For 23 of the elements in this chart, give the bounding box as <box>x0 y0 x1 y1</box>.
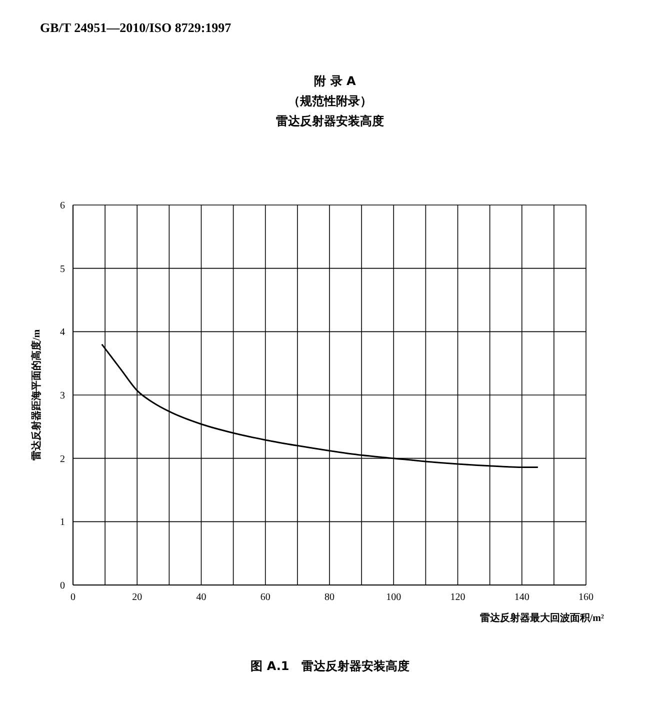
x-tick-label: 100 <box>386 592 402 604</box>
x-tick-label: 120 <box>450 592 466 604</box>
x-tick-label: 80 <box>324 592 334 604</box>
x-tick-label: 160 <box>578 592 594 604</box>
x-tick-label: 20 <box>132 592 142 604</box>
text: 图 A.1 雷达反射器安装高度 <box>250 658 410 675</box>
text: 雷达反射器安装高度 <box>275 113 385 130</box>
y-tick-label: 1 <box>60 517 65 528</box>
x-tick-label: 60 <box>260 592 270 604</box>
x-tick-label: 0 <box>70 592 76 604</box>
y-tick-label: 5 <box>60 264 65 275</box>
y-tick-label: 2 <box>60 454 65 465</box>
y-axis-title: 雷达反射器距海平面的高度/m <box>30 328 43 461</box>
y-tick-label: 3 <box>60 390 65 402</box>
y-tick-label: 4 <box>60 327 65 338</box>
y-tick-label: 0 <box>60 580 65 592</box>
chart-subtitle: （规范性附录） <box>287 93 373 110</box>
y-tick-label: 6 <box>60 200 65 212</box>
chart-title: 附 录 A <box>313 73 357 90</box>
x-tick-label: 40 <box>196 592 206 604</box>
text: GB/T 24951—2010/ISO 8729:1997 <box>40 20 232 36</box>
x-axis-title: 雷达反射器最大回波面积/m² <box>480 612 604 625</box>
x-tick-label: 140 <box>514 592 530 604</box>
